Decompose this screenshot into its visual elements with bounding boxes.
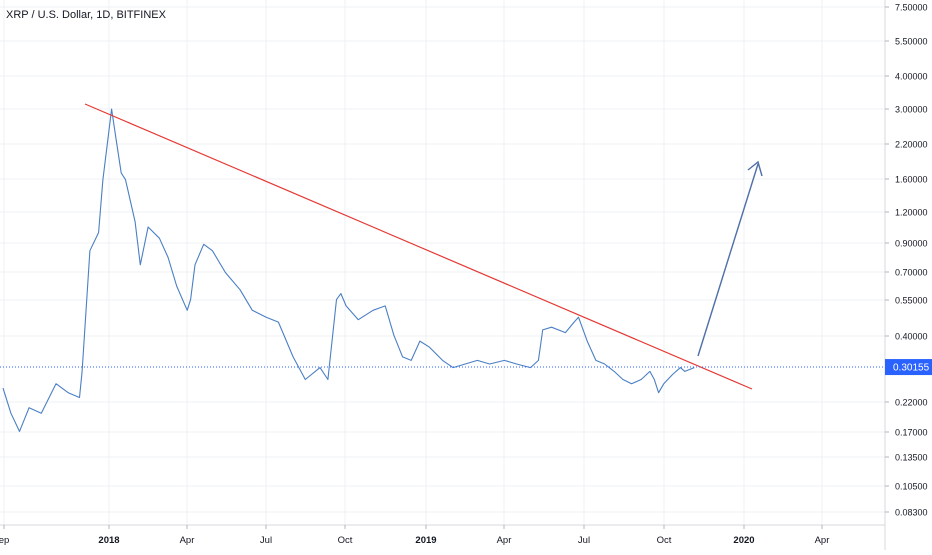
grid	[0, 0, 885, 525]
arrow-head-icon	[747, 160, 763, 177]
arrow-shaft[interactable]	[697, 163, 759, 357]
y-tick-label: 4.00000	[895, 72, 928, 82]
x-tick-label: Oct	[338, 535, 353, 546]
y-tick-label: 0.55000	[895, 296, 928, 306]
target-arrow[interactable]	[697, 160, 763, 357]
x-tick-label: Jul	[260, 535, 272, 546]
trend-line[interactable]	[84, 103, 753, 390]
y-tick-label: 2.20000	[895, 140, 928, 150]
y-tick-label: 0.10500	[895, 482, 928, 492]
x-tick-label: 2019	[415, 535, 436, 546]
price-axis[interactable]: 7.50000 5.50000 4.00000 3.00000 2.20000 1.600…	[884, 0, 932, 550]
y-tick-label: 0.40000	[895, 332, 928, 342]
x-tick-label: 2020	[733, 535, 754, 546]
y-tick-label: 0.13500	[895, 453, 928, 463]
current-price-label: 0.30155	[893, 363, 930, 374]
x-tick-label: Apr	[180, 535, 195, 546]
y-tick-label: 7.50000	[895, 3, 928, 13]
trend-line-segment[interactable]	[84, 103, 753, 390]
chart-title: XRP / U.S. Dollar, 1D, BITFINEX	[6, 9, 167, 21]
y-tick-label: 0.90000	[895, 239, 928, 249]
x-tick-label: Apr	[815, 535, 830, 546]
y-tick-label: 0.08300	[895, 508, 928, 518]
x-tick-label: Oct	[657, 535, 672, 546]
y-tick-label: 1.60000	[895, 175, 928, 185]
x-tick-label: Jul	[578, 535, 590, 546]
y-tick-label: 1.20000	[895, 208, 928, 218]
x-tick-label: 2018	[98, 535, 119, 546]
current-price-badge	[885, 359, 932, 376]
x-tick-label: ep	[0, 535, 9, 546]
y-tick-label: 0.17000	[895, 428, 928, 438]
y-tick-label: 0.22000	[895, 398, 928, 408]
time-axis[interactable]: ep 2018 Apr Jul Oct 2019 Apr Jul Oct 2020 Apr	[0, 524, 885, 546]
y-tick-label: 3.00000	[895, 105, 928, 115]
y-tick-label: 5.50000	[895, 37, 928, 47]
x-tick-label: Apr	[497, 535, 512, 546]
y-tick-label: 0.70000	[895, 268, 928, 278]
